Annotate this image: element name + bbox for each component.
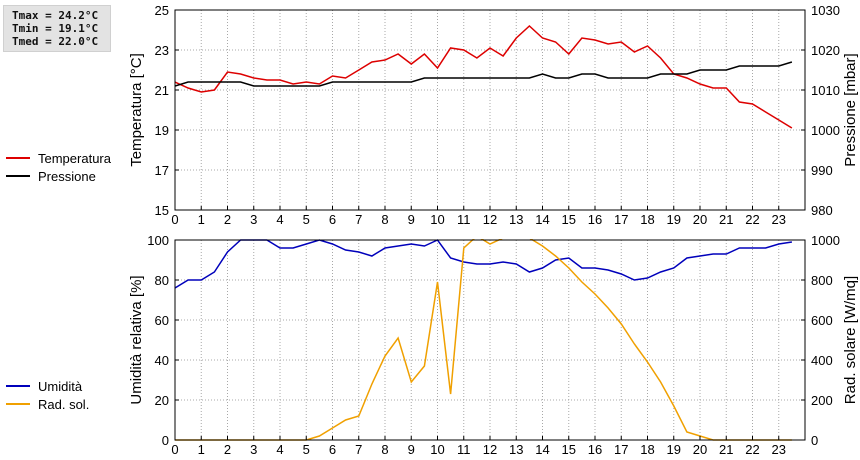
- x-tick-label: 20: [693, 212, 707, 227]
- x-tick-label: 0: [171, 212, 178, 227]
- x-tick-label: 11: [457, 442, 471, 457]
- series-line-umidit: [175, 239, 793, 289]
- y-left-axis-label: Umidità relativa [%]: [128, 275, 145, 404]
- x-tick-label: 5: [303, 442, 310, 457]
- x-tick-label: 20: [693, 442, 707, 457]
- x-tick-label: 19: [667, 212, 681, 227]
- chart-2: 0 1 2 3 4 5 6 7 8 9 10 11 12 13 14 15 16 17 18 19 20 21 22 2302…: [6, 233, 859, 457]
- x-tick-label: 17: [614, 212, 628, 227]
- x-tick-label: 8: [381, 442, 388, 457]
- x-tick-label: 7: [355, 212, 362, 227]
- y-left-tick-label: 21: [155, 83, 169, 98]
- y-right-tick-label: 200: [811, 393, 833, 408]
- x-tick-label: 23: [772, 212, 786, 227]
- x-tick-label: 14: [535, 442, 549, 457]
- x-tick-label: 6: [329, 442, 336, 457]
- x-tick-label: 1: [198, 442, 205, 457]
- x-tick-label: 13: [509, 442, 523, 457]
- x-tick-label: 19: [667, 442, 681, 457]
- x-tick-label: 2: [224, 442, 231, 457]
- x-tick-label: 21: [719, 442, 733, 457]
- y-right-tick-label: 1030: [811, 3, 840, 18]
- legend-label-1: Temperatura: [38, 151, 112, 166]
- x-tick-label: 22: [745, 442, 759, 457]
- y-right-tick-label: 1000: [811, 233, 840, 248]
- x-tick-label: 12: [483, 212, 497, 227]
- y-left-tick-label: 100: [147, 233, 169, 248]
- y-left-tick-label: 20: [155, 393, 169, 408]
- y-right-tick-label: 1000: [811, 123, 840, 138]
- y-right-axis-label: Pressione [mbar]: [842, 53, 859, 166]
- y-right-tick-label: 800: [811, 273, 833, 288]
- x-tick-label: 4: [276, 212, 283, 227]
- x-tick-label: 15: [562, 212, 576, 227]
- x-tick-label: 17: [614, 442, 628, 457]
- x-tick-label: 6: [329, 212, 336, 227]
- x-tick-label: 11: [457, 212, 471, 227]
- x-tick-label: 10: [430, 212, 444, 227]
- y-right-tick-label: 0: [811, 433, 818, 448]
- stats-box: Tmax = 24.2°C Tmin = 19.1°C Tmed = 22.0°…: [3, 5, 111, 52]
- x-tick-label: 22: [745, 212, 759, 227]
- tmed-value: Tmed = 22.0°C: [12, 35, 99, 48]
- x-tick-label: 23: [772, 442, 786, 457]
- x-tick-label: 3: [250, 442, 257, 457]
- y-right-tick-label: 600: [811, 313, 833, 328]
- y-left-tick-label: 15: [155, 203, 169, 218]
- legend-label-2: Pressione: [38, 169, 96, 184]
- x-tick-label: 9: [408, 442, 415, 457]
- x-tick-label: 16: [588, 442, 602, 457]
- x-tick-label: 8: [381, 212, 388, 227]
- x-tick-label: 0: [171, 442, 178, 457]
- x-tick-label: 1: [198, 212, 205, 227]
- y-right-tick-label: 980: [811, 203, 833, 218]
- x-tick-label: 5: [303, 212, 310, 227]
- y-left-axis-label: Temperatura [°C]: [128, 53, 145, 167]
- x-tick-label: 7: [355, 442, 362, 457]
- y-right-tick-label: 990: [811, 163, 833, 178]
- x-tick-label: 13: [509, 212, 523, 227]
- legend-label-1: Umidità: [38, 379, 83, 394]
- x-tick-label: 3: [250, 212, 257, 227]
- series-line-temperatura: [175, 24, 793, 129]
- x-tick-label: 10: [430, 442, 444, 457]
- y-left-tick-label: 80: [155, 273, 169, 288]
- series-line-pressione: [175, 61, 793, 87]
- x-tick-label: 9: [408, 212, 415, 227]
- x-tick-label: 21: [719, 212, 733, 227]
- x-tick-label: 14: [535, 212, 549, 227]
- y-right-tick-label: 400: [811, 353, 833, 368]
- x-tick-label: 18: [640, 212, 654, 227]
- chart-1: 0 1 2 3 4 5 6 7 8 9 10 11 12 13 14 15 16 17 18 19 20 21 22 2315…: [6, 3, 859, 227]
- y-left-tick-label: 60: [155, 313, 169, 328]
- x-tick-label: 18: [640, 442, 654, 457]
- tmin-value: Tmin = 19.1°C: [12, 22, 99, 35]
- legend-label-2: Rad. sol.: [38, 397, 89, 412]
- y-left-tick-label: 17: [155, 163, 169, 178]
- y-left-tick-label: 19: [155, 123, 169, 138]
- y-left-tick-label: 23: [155, 43, 169, 58]
- y-left-tick-label: 0: [162, 433, 169, 448]
- y-left-tick-label: 25: [155, 3, 169, 18]
- y-right-tick-label: 1020: [811, 43, 840, 58]
- x-tick-label: 15: [562, 442, 576, 457]
- x-tick-label: 16: [588, 212, 602, 227]
- y-right-axis-label: Rad. solare [W/mq]: [842, 276, 859, 404]
- tmax-value: Tmax = 24.2°C: [12, 9, 99, 22]
- x-tick-label: 4: [276, 442, 283, 457]
- series-line-rad-sol: [175, 239, 792, 441]
- y-right-tick-label: 1010: [811, 83, 840, 98]
- y-left-tick-label: 40: [155, 353, 169, 368]
- x-tick-label: 2: [224, 212, 231, 227]
- x-tick-label: 12: [483, 442, 497, 457]
